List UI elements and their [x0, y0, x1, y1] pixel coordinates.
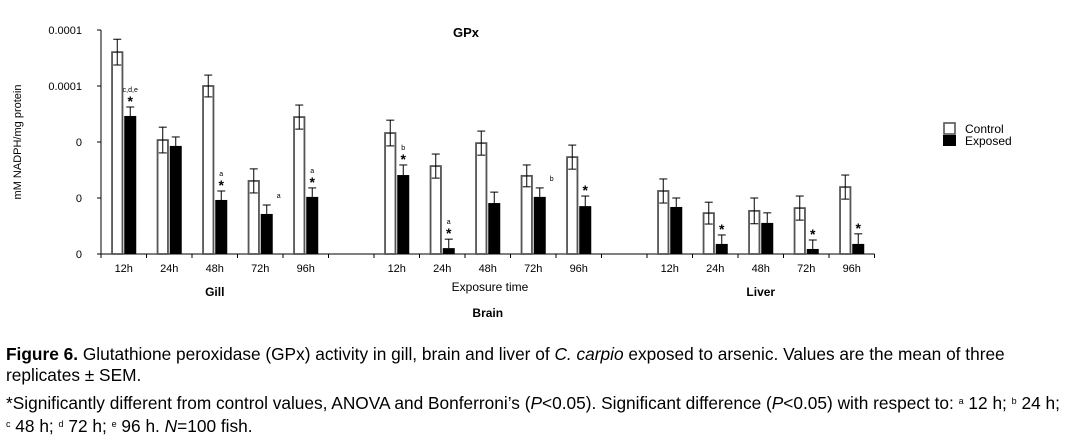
significance-star: *: [810, 226, 816, 242]
significance-letters: a: [219, 171, 223, 178]
liver-exposed-bar-48h: [761, 222, 774, 254]
legend: Control Exposed: [943, 122, 1012, 148]
brain-exposed-bar-12h: [397, 175, 410, 254]
brain-control-bar-96h: [566, 156, 579, 255]
significance-star: *: [446, 225, 452, 241]
y-tick-label: 0.0001: [48, 25, 82, 37]
x-tick-label: 24h: [433, 263, 451, 275]
brain-control-bar-48h: [475, 142, 488, 255]
gill-exposed-bar-72h: [260, 213, 273, 254]
significance-letters: b: [550, 176, 554, 183]
sup-e: e: [111, 418, 117, 429]
note-text: =100 fish.: [177, 415, 253, 436]
bars: *c,d,e*aa*a*b*ab** * *: [111, 38, 865, 255]
gill-control-bar-12h: [111, 51, 124, 255]
significance-star: *: [719, 221, 725, 237]
gill-control-bar-24h: [156, 139, 169, 255]
caption-text: exposed to arsenic. Values are the mean …: [6, 344, 1005, 385]
note-text: 96 h.: [116, 415, 165, 436]
gill-exposed-bar-12h: [124, 115, 137, 255]
group-label-gill: Gill: [205, 285, 224, 299]
brain-control-bar-12h: [384, 132, 397, 255]
y-tick-label: 0: [76, 137, 82, 149]
significance-letters: a: [447, 219, 451, 226]
legend-label-exposed: Exposed: [965, 134, 1012, 148]
legend-swatch-exposed: [943, 135, 956, 146]
x-tick-label: 48h: [479, 263, 497, 275]
significance-letters: a: [310, 168, 314, 175]
y-tick-label: 0.0001: [48, 81, 82, 93]
significance-star: *: [856, 220, 862, 236]
significance-letters: b: [401, 145, 405, 152]
sup-b: b: [1011, 396, 1017, 406]
figure-label: Figure 6.: [6, 344, 79, 364]
x-tick-label: 72h: [251, 263, 269, 275]
x-tick-label: 24h: [160, 263, 178, 275]
liver-exposed-bar-24h: [715, 243, 728, 254]
liver-exposed-bar-12h: [670, 206, 683, 254]
legend-swatch-control: [943, 122, 956, 135]
legend-label-control: Control: [965, 122, 1004, 136]
significance-star: *: [219, 177, 225, 193]
x-tick-label: 96h: [843, 263, 861, 275]
y-tick-label: 0: [76, 193, 82, 205]
x-tick-label: 72h: [524, 263, 542, 275]
x-tick-label: 96h: [297, 263, 315, 275]
significance-letters: a: [277, 193, 281, 200]
caption-paragraph: Figure 6. Glutathione peroxidase (GPx) a…: [6, 344, 1066, 385]
x-tick-label: 24h: [706, 263, 724, 275]
brain-exposed-bar-96h: [579, 206, 592, 254]
note-text: 12 h;: [963, 393, 1012, 413]
note-text: <0.05) with respect to:: [783, 393, 959, 413]
significance-letters: c,d,e: [123, 87, 138, 94]
p-symbol: P: [530, 393, 542, 413]
brain-exposed-bar-24h: [442, 248, 455, 254]
gill-exposed-bar-24h: [169, 145, 182, 254]
x-tick-label: 72h: [797, 263, 815, 275]
gill-exposed-bar-48h: [215, 199, 228, 254]
group-label-liver: Liver: [746, 285, 775, 299]
p-symbol: P: [771, 393, 784, 413]
caption-text: Glutathione peroxidase (GPx) activity in…: [78, 344, 555, 364]
x-tick-label: 12h: [115, 263, 133, 275]
liver-exposed-bar-72h: [806, 248, 819, 254]
caption-note: *Significantly different from control va…: [6, 391, 1066, 436]
liver-exposed-bar-96h: [852, 243, 865, 254]
note-text: *Significantly different from control va…: [6, 393, 531, 413]
brain-exposed-bar-72h: [533, 196, 546, 254]
significance-star: *: [401, 151, 407, 167]
gill-control-bar-96h: [293, 116, 306, 255]
x-axis-label: Exposure time: [452, 280, 529, 294]
brain-control-bar-24h: [429, 165, 442, 255]
sup-d: d: [58, 418, 64, 429]
group-label-brain: Brain: [472, 306, 503, 320]
note-text: 24 h;: [1016, 393, 1060, 413]
brain-control-bar-72h: [520, 174, 533, 255]
x-tick-label: 48h: [206, 263, 224, 275]
gill-exposed-bar-96h: [306, 196, 319, 254]
gpx-bar-chart: GPx mM NADPH/mg protein Exposure time 00…: [12, 25, 1012, 320]
y-axis-label: mM NADPH/mg protein: [12, 85, 24, 200]
x-tick-label: 48h: [752, 263, 770, 275]
sup-a: a: [958, 396, 964, 406]
x-tick-label: 12h: [388, 263, 406, 275]
brain-exposed-bar-48h: [488, 203, 501, 254]
figure-caption: Figure 6. Glutathione peroxidase (GPx) a…: [6, 344, 1066, 442]
sup-c: c: [6, 418, 11, 429]
species-name: C. carpio: [554, 344, 624, 364]
note-text: 72 h;: [63, 415, 112, 436]
significance-star: *: [128, 93, 134, 109]
significance-star: *: [310, 174, 316, 190]
x-tick-label: 96h: [570, 263, 588, 275]
x-tick-label: 12h: [661, 263, 679, 275]
significance-star: *: [583, 182, 589, 198]
y-tick-label: 0: [76, 249, 82, 261]
note-text: <0.05). Significant difference (: [542, 393, 772, 413]
chart-title: GPx: [453, 25, 480, 40]
axes: 0 0 0 0.0001 0.0001 12h 24h 48h 72h 96h Gill 12h 24h…: [48, 25, 875, 320]
note-text: 48 h;: [10, 415, 59, 436]
n-symbol: N: [164, 415, 178, 436]
gill-control-bar-48h: [202, 85, 215, 255]
